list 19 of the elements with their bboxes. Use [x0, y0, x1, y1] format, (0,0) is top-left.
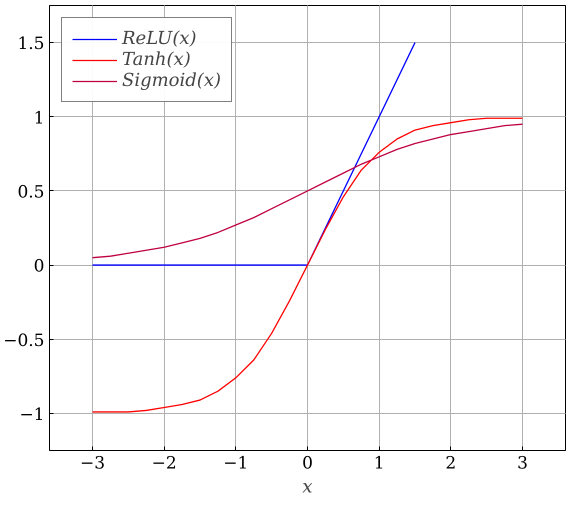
- line-series: [92, 124, 524, 258]
- legend-label: Sigmoid(x): [122, 70, 221, 91]
- y-tick-label: 1.5: [17, 34, 45, 54]
- x-axis-title: x: [302, 476, 313, 498]
- x-tick-label: −1: [223, 454, 248, 474]
- y-tick-label: −1: [19, 404, 44, 425]
- x-tick-label: 1: [374, 454, 385, 474]
- x-tick-label: −2: [152, 454, 177, 474]
- x-tick-label: 0: [302, 454, 313, 474]
- y-tick-label: 0: [34, 256, 45, 277]
- x-tick-label: −3: [80, 454, 106, 474]
- x-tick-label: 2: [445, 454, 456, 474]
- x-tick-label: 3: [517, 454, 528, 474]
- y-tick-label: 1: [34, 108, 45, 128]
- y-tick-label: −0.5: [3, 330, 44, 351]
- line-series: [92, 118, 524, 413]
- legend-label: ReLU(x): [122, 28, 197, 49]
- legend-label: Tanh(x): [122, 49, 191, 70]
- y-tick-label: 0.5: [17, 182, 45, 202]
